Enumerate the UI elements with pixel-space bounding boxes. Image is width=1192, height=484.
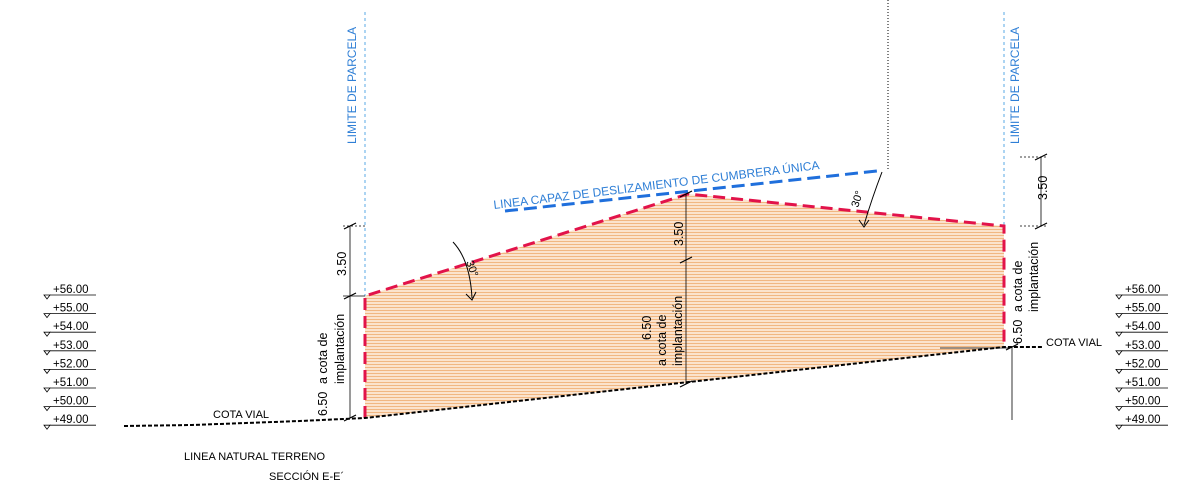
level-label: +54.00 [53, 321, 89, 333]
level-marker [43, 331, 51, 337]
angle-marker-left: 30° [452, 241, 480, 301]
level-marker [1115, 350, 1123, 356]
parcel-limit-label-left: LIMITE DE PARCELA [345, 27, 359, 144]
level-marker [43, 387, 51, 393]
level-marker [1115, 424, 1123, 430]
dimension-left: 3.50 6.50 a cota de implantación [316, 222, 365, 422]
level-label: +49.00 [1125, 414, 1161, 426]
dim-left-base-line2: implantación [333, 314, 347, 384]
level-marker [43, 350, 51, 356]
dimension-right: 3.50 6.50 a cota de implantación [1005, 153, 1050, 351]
level-marker [1115, 369, 1123, 375]
level-label: +53.00 [1125, 340, 1161, 352]
level-label: +56.00 [53, 284, 89, 296]
dim-mid-base-line2: implantación [671, 296, 685, 366]
dim-mid-base-line1: a cota de [655, 315, 669, 366]
dim-left-base-line1: a cota de [316, 333, 330, 384]
parcel-limit-label-right: LIMITE DE PARCELA [1008, 27, 1022, 144]
level-label: +53.00 [53, 340, 89, 352]
building-envelope-fill [365, 194, 1004, 418]
angle-label-left: 30° [463, 259, 480, 279]
level-marker [43, 369, 51, 375]
level-label: +51.00 [53, 377, 89, 389]
angle-marker-right: 30° [849, 171, 883, 228]
level-marker [43, 406, 51, 412]
level-label: +49.00 [53, 414, 89, 426]
section-label: SECCIÓN E-E´ [269, 470, 344, 483]
dim-mid-base-value: 6.50 [640, 316, 654, 340]
dim-mid-height: 3.50 [672, 222, 686, 246]
level-label: +56.00 [1125, 284, 1161, 296]
level-label: +51.00 [1125, 377, 1161, 389]
level-marker [1115, 313, 1123, 319]
dim-left-height: 3.50 [335, 252, 349, 276]
level-label: +52.00 [1125, 358, 1161, 370]
level-scale-left: +56.00 +55.00 +54.00 +53.00 +52.00 +51.00 +50.… [43, 284, 96, 430]
dim-left-base-value: 6.50 [316, 392, 330, 416]
level-marker [43, 294, 51, 300]
terrain-label: LINEA NATURAL TERRENO [184, 451, 325, 463]
level-label: +55.00 [1125, 303, 1161, 315]
dim-right-base-value: 6.50 [1011, 320, 1025, 344]
cota-vial-label-left: COTA VIAL [213, 409, 269, 421]
level-marker [43, 313, 51, 319]
level-marker [43, 424, 51, 430]
dim-right-base-line2: implantación [1027, 242, 1041, 312]
dim-right-height: 3.50 [1036, 176, 1050, 200]
level-scale-right: +56.00 +55.00 +54.00 +53.00 +52.00 +51.00 +50.… [1115, 284, 1168, 430]
dimension-mid: 3.50 6.50 a cota de implantación [640, 190, 693, 388]
level-label: +50.00 [1125, 396, 1161, 408]
angle-label-right: 30° [849, 189, 866, 209]
ridge-line [504, 169, 878, 213]
level-marker [1115, 406, 1123, 412]
level-label: +55.00 [53, 303, 89, 315]
level-label: +54.00 [1125, 321, 1161, 333]
level-label: +50.00 [53, 396, 89, 408]
level-marker [1115, 294, 1123, 300]
envelope-outline [363, 192, 1006, 418]
terrain-line [123, 346, 1042, 427]
dim-right-base-line1: a cota de [1011, 261, 1025, 312]
level-marker [1115, 387, 1123, 393]
level-marker [1115, 331, 1123, 337]
level-label: +52.00 [53, 358, 89, 370]
cota-vial-label-right: COTA VIAL [1046, 337, 1102, 349]
